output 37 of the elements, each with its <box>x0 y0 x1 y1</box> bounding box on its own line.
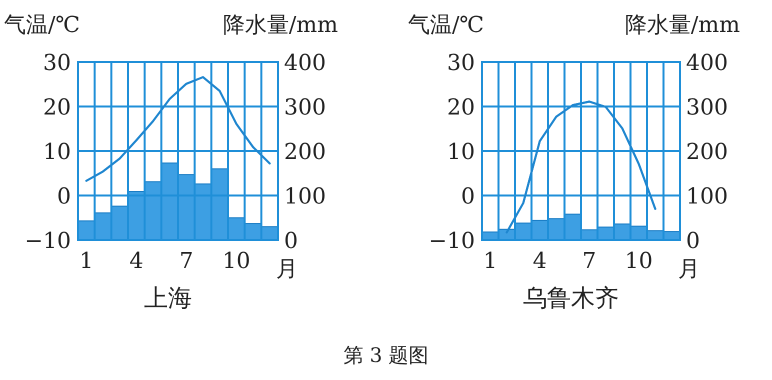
y2-tick-label: 0 <box>284 229 298 254</box>
y-tick-label: 10 <box>43 140 71 165</box>
x-tick-label: 10 <box>624 249 653 274</box>
y2-tick-label: 100 <box>686 184 728 210</box>
y-tick-label: 0 <box>57 184 71 210</box>
x-tick-label: 7 <box>179 249 194 274</box>
x-tick-label: 10 <box>222 249 250 274</box>
x-axis-title: 月 <box>276 257 298 282</box>
y-tick-label: −10 <box>24 229 71 254</box>
y2-axis-title: 降水量/mm <box>624 13 740 38</box>
x-axis-title: 月 <box>678 257 700 282</box>
text: 乌鲁木齐 <box>523 284 619 312</box>
y2-tick-label: 200 <box>686 140 728 165</box>
y-tick-label: 20 <box>447 96 475 120</box>
y-tick-label: −10 <box>428 229 475 254</box>
y2-tick-label: 300 <box>686 96 728 120</box>
y-tick-label: 20 <box>43 96 71 120</box>
y-tick-label: 30 <box>43 51 71 76</box>
y2-tick-label: 100 <box>284 184 326 210</box>
text: 第 3 题图 <box>343 343 429 367</box>
y-tick-label: 10 <box>447 140 475 165</box>
y2-axis-title: 降水量/mm <box>222 13 338 38</box>
y-tick-label: 30 <box>447 51 475 76</box>
y2-tick-label: 400 <box>686 51 728 76</box>
x-tick-label: 4 <box>532 249 547 274</box>
y2-tick-label: 400 <box>284 51 326 76</box>
y-axis-title: 气温/℃ <box>4 13 80 38</box>
x-tick-label: 7 <box>582 249 596 274</box>
y2-tick-label: 200 <box>284 140 326 165</box>
y2-tick-label: 0 <box>686 229 700 254</box>
text: 上海 <box>144 284 192 312</box>
y-axis-title: 气温/℃ <box>408 13 484 38</box>
y-tick-label: 0 <box>461 184 475 210</box>
x-tick-label: 1 <box>483 249 498 274</box>
y2-tick-label: 300 <box>284 96 326 120</box>
x-tick-label: 1 <box>79 249 94 274</box>
x-tick-label: 4 <box>129 249 144 274</box>
